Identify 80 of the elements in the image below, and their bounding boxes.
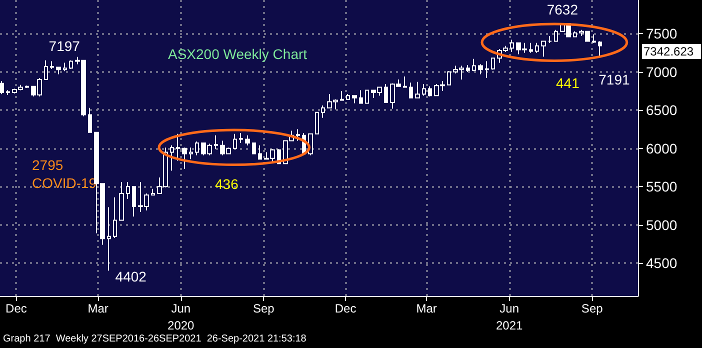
candlestick [554, 29, 558, 42]
annotation: 4402 [115, 268, 147, 285]
candlestick [384, 84, 388, 103]
x-tick-label: Dec [6, 302, 27, 316]
y-tick-label: 5000 [646, 216, 678, 233]
annotation: 7191 [598, 71, 630, 88]
candlestick [598, 40, 602, 58]
candlestick [56, 66, 61, 75]
candlestick [25, 85, 29, 88]
caption: Graph 217 Weekly 27SEP2016-26SEP2021 26-Sep-2021 21:53:18 [3, 334, 307, 344]
x-tick-label: Jun 2021 [496, 302, 523, 332]
candlestick [107, 206, 111, 272]
candlestick [321, 105, 325, 118]
x-tick-label: Sep [252, 302, 275, 316]
candlestick [340, 90, 344, 101]
candlestick [132, 186, 136, 217]
annotation: 436 [215, 176, 239, 192]
candlestick [365, 90, 369, 104]
y-tick-label: 6500 [646, 102, 678, 118]
candlestick [478, 64, 483, 75]
candlestick [245, 134, 250, 146]
candlestick [491, 58, 495, 70]
annotation: 441 [556, 75, 580, 91]
candlestick [214, 134, 218, 150]
candlestick [359, 90, 363, 104]
candlestick [88, 107, 92, 133]
candlestick [50, 60, 54, 70]
candlestick [239, 132, 243, 144]
candlestick [113, 196, 117, 238]
candlestick [415, 81, 420, 98]
x-tick-label: Mar [88, 302, 108, 316]
candlestick [485, 60, 489, 79]
candlestick [535, 42, 539, 54]
x-tick-label: Dec [334, 302, 356, 316]
y-tick-label: 5500 [646, 178, 678, 195]
candlestick [233, 133, 237, 149]
candlestick [428, 86, 432, 97]
candlestick [573, 30, 577, 38]
candlestick [510, 39, 514, 53]
candlestick [352, 95, 357, 104]
candlestick [195, 141, 199, 156]
annotation: 7197 [48, 38, 80, 54]
candlestick [346, 94, 350, 100]
candlestick [6, 90, 10, 96]
candlestick [0, 80, 4, 95]
x-tick-label: Mar [416, 302, 437, 316]
candlestick [541, 40, 546, 58]
text: 7342.623 [644, 44, 694, 58]
candlestick [548, 35, 552, 44]
y-tick-label: 4500 [646, 255, 678, 272]
candlestick [63, 62, 67, 72]
candlestick [409, 82, 413, 98]
candlestick [296, 128, 300, 142]
candlestick [403, 76, 407, 88]
candlestick [119, 182, 124, 221]
candlestick [182, 147, 187, 170]
y-tick-label: 7000 [646, 64, 678, 80]
y-tick-label: 6000 [646, 140, 678, 156]
candlestick [126, 182, 130, 200]
candlestick [529, 42, 533, 54]
candlestick [189, 147, 193, 160]
candlestick [170, 144, 174, 172]
candlestick [151, 188, 155, 196]
candlestick [447, 70, 451, 86]
x-tick-label: Jun 2020 [168, 302, 195, 332]
candlestick [176, 133, 180, 162]
y-tick-label: 7500 [646, 26, 678, 42]
annotation: 7632 [546, 2, 578, 18]
annotation: 2795 COVID-19 [32, 157, 97, 191]
candlestick [422, 84, 426, 96]
candlestick [472, 58, 476, 72]
x-tick-label: Sep [581, 302, 604, 316]
candlestick [466, 64, 470, 72]
candlestick [69, 60, 73, 70]
candlestick [258, 144, 262, 160]
candlestick [592, 34, 596, 44]
candlestick [252, 142, 256, 154]
candlestick [315, 112, 319, 134]
candlestick [44, 60, 48, 80]
text: ASX200 Weekly Chart [168, 46, 308, 62]
